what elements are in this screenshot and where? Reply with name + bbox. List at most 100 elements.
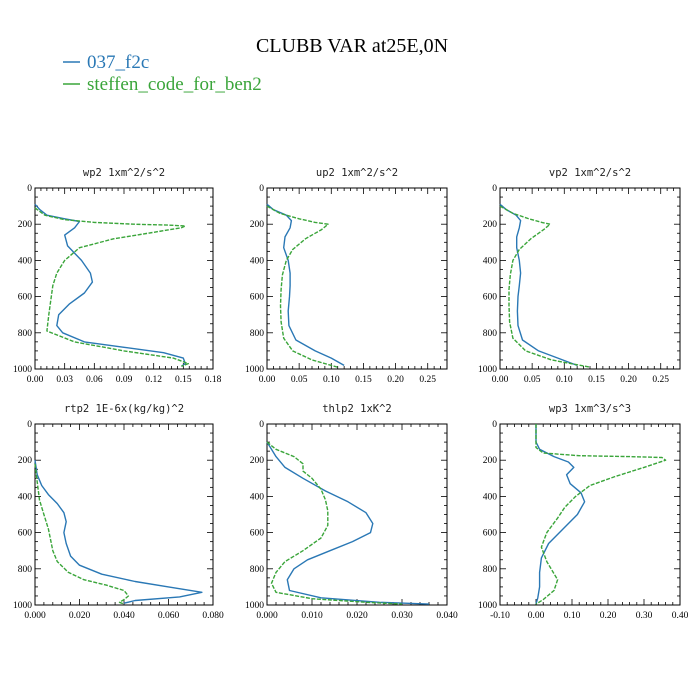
panel-4-ytick-label: 1000	[13, 601, 32, 611]
panel-3-frame	[499, 187, 681, 370]
panel-6-ytick-label: 400	[483, 492, 498, 502]
panel-5-xtick-label: 0.000	[256, 611, 278, 621]
panel-2-xtick-label: 0.25	[419, 375, 436, 385]
panel-5-xtick-label: 0.020	[346, 611, 368, 621]
panel-1-xtick-label: 0.18	[205, 375, 222, 385]
panel-4-ytick-label: 400	[18, 492, 33, 502]
panel-4-ytick-label: 200	[18, 456, 33, 466]
panel-4-frame	[34, 423, 214, 606]
panel-3-series-2-line	[499, 205, 591, 368]
panel-3-xtick-label: 0.00	[492, 375, 509, 385]
panel-3-ytick-label: 0	[492, 184, 497, 194]
panel-4-title: rtp2 1E-6x(kg/kg)^2	[64, 403, 184, 415]
legend-label-series-2: steffen_code_for_ben2	[87, 74, 262, 95]
panel-2-xtick-label: 0.00	[259, 375, 276, 385]
panel-2-ytick-label: 600	[250, 293, 265, 303]
panel-4-xtick-label: 0.040	[113, 611, 135, 621]
panel-5-frame	[266, 423, 448, 606]
panel-2-ytick-label: 800	[250, 329, 265, 339]
panel-6-ytick-label: 200	[483, 456, 498, 466]
panel-3-title: vp2 1xm^2/s^2	[549, 167, 631, 179]
panel-4-xtick-label: 0.000	[24, 611, 46, 621]
panel-3-xtick-label: 0.15	[588, 375, 605, 385]
panel-6-frame	[499, 423, 681, 606]
panel-2-ytick-label: 0	[259, 184, 264, 194]
panel-3-ytick-label: 1000	[478, 365, 497, 375]
panel-2-ytick-label: 400	[250, 256, 265, 266]
panel-5-ytick-label: 200	[250, 456, 265, 466]
figure-title: CLUBB VAR at25E,0N	[256, 35, 448, 57]
panel-4-ytick-label: 600	[18, 529, 33, 539]
legend-label-series-1: 037_f2c	[87, 52, 149, 73]
panel-1-ytick-label: 800	[18, 329, 33, 339]
panel-5-title: thlp2 1xK^2	[322, 403, 392, 415]
panel-3-ytick-label: 400	[483, 256, 498, 266]
panel-1-xtick-label: 0.12	[145, 375, 162, 385]
panel-3-xtick-label: 0.05	[524, 375, 541, 385]
panel-2-title: up2 1xm^2/s^2	[316, 167, 398, 179]
panel-4-xtick-label: 0.060	[158, 611, 180, 621]
panel-6-series-1-line	[535, 424, 586, 605]
panel-3-series-1-line	[499, 203, 578, 367]
panel-6-xtick-label: 0.00	[528, 611, 545, 621]
panel-2-xtick-label: 0.15	[355, 375, 372, 385]
panel-1-xtick-label: 0.03	[56, 375, 73, 385]
panel-2-xtick-label: 0.20	[387, 375, 404, 385]
panel-1-xtick-label: 0.00	[27, 375, 44, 385]
panel-2-xtick-label: 0.05	[291, 375, 308, 385]
panel-1-frame	[34, 187, 214, 370]
panel-1-ytick-label: 1000	[13, 365, 32, 375]
panel-2-ytick-label: 200	[250, 220, 265, 230]
panel-1-xtick-label: 0.09	[116, 375, 133, 385]
panel-1-xtick-label: 0.06	[86, 375, 103, 385]
panel-5-series-1-line	[266, 441, 430, 605]
panel-1-xtick-label: 0.15	[175, 375, 192, 385]
panel-3-ytick-label: 200	[483, 220, 498, 230]
panel-5-xtick-label: 0.040	[436, 611, 458, 621]
panel-5-ytick-label: 1000	[245, 601, 264, 611]
panel-5-ytick-label: 0	[259, 420, 264, 430]
panel-1-series-1-line	[34, 203, 187, 367]
panel-3-ytick-label: 600	[483, 293, 498, 303]
panel-4-xtick-label: 0.020	[69, 611, 91, 621]
panel-3-ytick-label: 800	[483, 329, 498, 339]
panel-5-xtick-label: 0.030	[391, 611, 413, 621]
panel-2-ytick-label: 1000	[245, 365, 264, 375]
panel-2-xtick-label: 0.10	[323, 375, 340, 385]
panel-1-ytick-label: 600	[18, 293, 33, 303]
panel-6-title: wp3 1xm^3/s^3	[549, 403, 631, 415]
panel-1-ytick-label: 200	[18, 220, 33, 230]
panel-5-xtick-label: 0.010	[301, 611, 323, 621]
panel-6-xtick-label: 0.10	[564, 611, 581, 621]
panel-1-series-2-line	[34, 207, 190, 367]
panel-6: wp3 1xm^3/s^3 0 200 400 600 800 1000-0.10 0.00 0…	[478, 403, 689, 621]
panel-3-xtick-label: 0.10	[556, 375, 573, 385]
panel-5-series-2-line	[266, 441, 403, 605]
panel-4-ytick-label: 0	[27, 420, 32, 430]
panel-4-ytick-label: 800	[18, 565, 33, 575]
panel-1-title: wp2 1xm^2/s^2	[83, 167, 165, 179]
panel-6-xtick-label: 0.30	[636, 611, 653, 621]
panel-5-ytick-label: 600	[250, 529, 265, 539]
panel-2-series-2-line	[266, 205, 338, 368]
panel-1-ytick-label: 0	[27, 184, 32, 194]
panel-6-xtick-label: -0.10	[490, 611, 510, 621]
panel-6-xtick-label: 0.40	[672, 611, 689, 621]
panel-1-ytick-label: 400	[18, 256, 33, 266]
panel-2-series-1-line	[266, 203, 345, 367]
panel-3-xtick-label: 0.20	[620, 375, 637, 385]
panel-6-ytick-label: 1000	[478, 601, 497, 611]
panel-6-xtick-label: 0.20	[600, 611, 617, 621]
panel-4-series-2-line	[34, 463, 130, 605]
panel-5-ytick-label: 400	[250, 492, 265, 502]
panel-6-series-2-line	[535, 424, 667, 605]
panel-6-ytick-label: 800	[483, 565, 498, 575]
panel-6-ytick-label: 600	[483, 529, 498, 539]
panel-4-series-1-line	[34, 460, 203, 604]
